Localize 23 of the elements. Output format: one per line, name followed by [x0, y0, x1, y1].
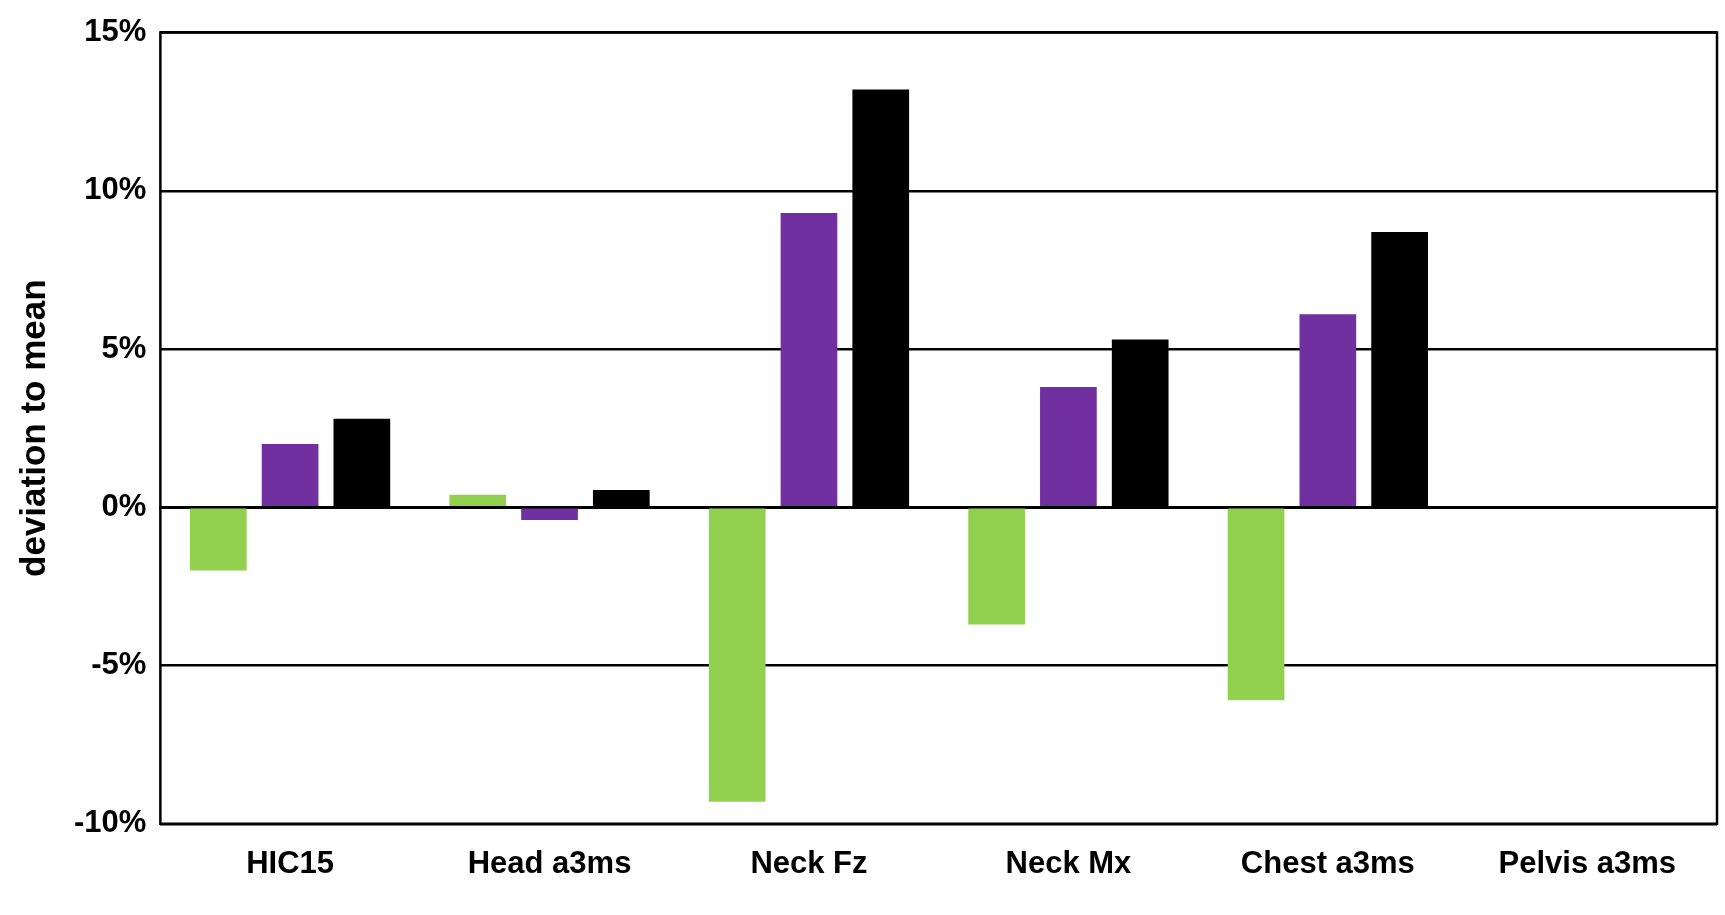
bar: [780, 212, 838, 507]
y-tick-label: -10%: [73, 804, 147, 840]
y-tick-label: -5%: [91, 646, 147, 682]
bar: [189, 508, 247, 571]
x-tick-label: Pelvis a3ms: [1498, 844, 1677, 880]
bar: [708, 508, 766, 802]
bar: [449, 494, 507, 507]
bar: [521, 508, 578, 520]
bar: [1227, 508, 1285, 701]
y-tick-label: 10%: [84, 171, 147, 207]
x-tick-label: Chest a3ms: [1240, 844, 1415, 880]
bar: [968, 508, 1025, 625]
bar: [261, 444, 319, 507]
y-tick-label: 0%: [101, 487, 147, 523]
bar: [1040, 387, 1097, 507]
bar: [1299, 314, 1357, 507]
x-tick-label: Neck Mx: [1005, 844, 1133, 880]
y-axis-title: deviation to mean: [12, 279, 52, 577]
y-tick-label: 5%: [101, 329, 147, 365]
x-tick-label: Neck Fz: [750, 844, 868, 880]
x-tick-label: HIC15: [246, 844, 335, 880]
x-tick-label: Head a3ms: [467, 844, 632, 880]
y-tick-label: 15%: [84, 13, 147, 49]
